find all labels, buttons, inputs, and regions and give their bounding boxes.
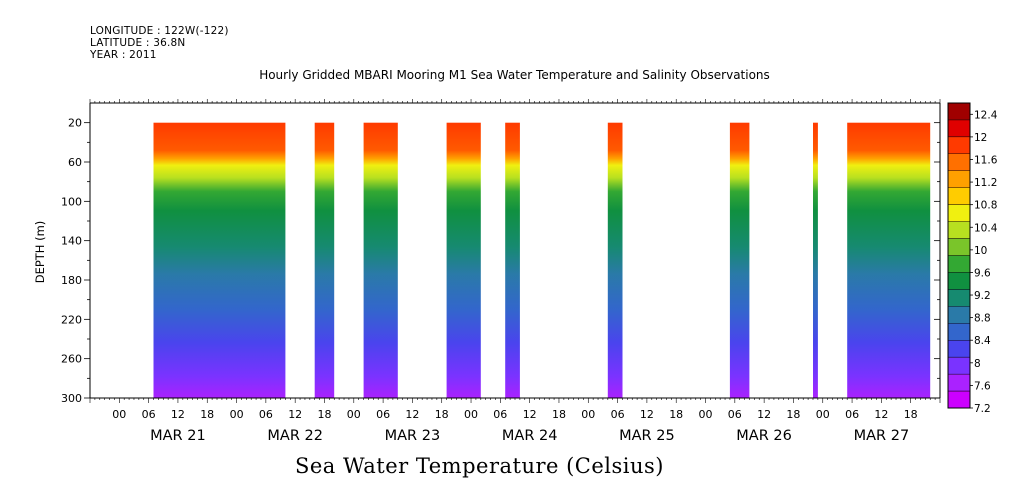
- colorbar-swatch: [947, 272, 971, 290]
- data-segment-3: [446, 122, 481, 398]
- colorbar-swatch: [947, 289, 971, 307]
- y-axis-label: DEPTH (m): [33, 221, 47, 284]
- x-hour-tick-label: 18: [200, 408, 214, 421]
- x-hour-tick-label: 18: [318, 408, 332, 421]
- x-hour-tick-label: 06: [142, 408, 156, 421]
- colorbar-swatch: [947, 221, 971, 239]
- y-tick-label: 140: [61, 235, 82, 248]
- colorbar-swatch: [947, 340, 971, 358]
- colorbar-label: 10: [974, 245, 987, 257]
- colorbar-swatch: [947, 153, 971, 171]
- x-hour-tick-label: 12: [757, 408, 771, 421]
- x-day-label: MAR 24: [502, 428, 558, 444]
- data-segment-5: [607, 122, 623, 398]
- colorbar-label: 8.4: [974, 335, 991, 347]
- colorbar-swatch: [947, 323, 971, 341]
- x-hour-tick-label: 00: [464, 408, 478, 421]
- data-segment-8: [847, 122, 931, 398]
- y-tick-label: 300: [61, 392, 82, 405]
- x-hour-tick-label: 12: [640, 408, 654, 421]
- colorbar-swatch: [947, 136, 971, 154]
- x-hour-tick-label: 00: [230, 408, 244, 421]
- y-tick-label: 100: [61, 195, 82, 208]
- latitude-label: LATITUDE : 36.8N: [90, 37, 186, 49]
- colorbar-label: 9.2: [974, 290, 991, 302]
- data-segment-6: [729, 122, 750, 398]
- x-hour-tick-label: 00: [816, 408, 830, 421]
- colorbar-label: 12: [974, 132, 987, 144]
- colorbar-swatch: [947, 102, 971, 121]
- colorbar-swatch: [947, 306, 971, 324]
- year-label: YEAR : 2011: [90, 49, 157, 61]
- x-hour-tick-label: 18: [669, 408, 683, 421]
- chart-title: Hourly Gridded MBARI Mooring M1 Sea Wate…: [259, 68, 770, 82]
- colorbar-title: Sea Water Temperature (Celsius): [294, 454, 664, 478]
- colorbar-label: 11.6: [974, 155, 998, 167]
- colorbar-swatch: [947, 373, 971, 392]
- colorbar-label: 8: [974, 358, 981, 370]
- longitude-label: LONGITUDE : 122W(-122): [90, 25, 229, 37]
- x-hour-tick-label: 18: [552, 408, 566, 421]
- y-tick-label: 60: [68, 156, 82, 169]
- data-segment-4: [505, 122, 520, 398]
- x-hour-tick-label: 00: [112, 408, 126, 421]
- y-tick-label: 180: [61, 274, 82, 287]
- colorbar-label: 11.2: [974, 177, 997, 189]
- data-segment-2: [363, 122, 398, 398]
- colorbar-swatch: [947, 238, 971, 256]
- colorbar-label: 10.8: [974, 200, 997, 212]
- x-day-label: MAR 21: [150, 428, 206, 444]
- x-hour-tick-label: 12: [523, 408, 537, 421]
- colorbar-swatch: [947, 204, 971, 222]
- x-hour-tick-label: 12: [171, 408, 185, 421]
- x-day-label: MAR 26: [736, 428, 792, 444]
- x-hour-tick-label: 06: [845, 408, 859, 421]
- colorbar-label: 12.4: [974, 109, 998, 121]
- colorbar-label: 9.6: [974, 267, 991, 279]
- colorbar-frame: [947, 102, 971, 409]
- x-hour-tick-label: 06: [728, 408, 742, 421]
- colorbar-label: 7.6: [974, 380, 991, 392]
- colorbar-swatch: [947, 357, 971, 375]
- colorbar-swatch: [947, 187, 971, 205]
- x-hour-tick-label: 12: [405, 408, 419, 421]
- data-segment-7: [813, 122, 818, 398]
- x-hour-tick-label: 00: [581, 408, 595, 421]
- colorbar-label: 10.4: [974, 222, 998, 234]
- colorbar-swatch: [947, 390, 971, 409]
- colorbar-label: 8.8: [974, 313, 991, 325]
- x-hour-tick-label: 18: [435, 408, 449, 421]
- x-day-label: MAR 22: [267, 428, 323, 444]
- x-hour-tick-label: 12: [288, 408, 302, 421]
- colorbar-label: 7.2: [974, 403, 991, 415]
- x-hour-tick-label: 18: [904, 408, 918, 421]
- x-hour-tick-label: 06: [493, 408, 507, 421]
- x-hour-tick-label: 06: [259, 408, 273, 421]
- data-segment-0: [153, 122, 286, 398]
- x-day-label: MAR 27: [854, 428, 910, 444]
- y-tick-label: 20: [68, 117, 82, 130]
- x-hour-tick-label: 12: [874, 408, 888, 421]
- x-hour-tick-label: 06: [376, 408, 390, 421]
- x-hour-tick-label: 00: [699, 408, 713, 421]
- data-segment-1: [314, 122, 335, 398]
- colorbar-swatch: [947, 170, 971, 188]
- x-day-label: MAR 25: [619, 428, 675, 444]
- x-hour-tick-label: 18: [786, 408, 800, 421]
- x-day-label: MAR 23: [385, 428, 441, 444]
- y-tick-label: 220: [61, 313, 82, 326]
- colorbar-swatch: [947, 119, 971, 138]
- colorbar-swatch: [947, 255, 971, 273]
- y-tick-label: 260: [61, 353, 82, 366]
- x-hour-tick-label: 00: [347, 408, 361, 421]
- x-hour-tick-label: 06: [611, 408, 625, 421]
